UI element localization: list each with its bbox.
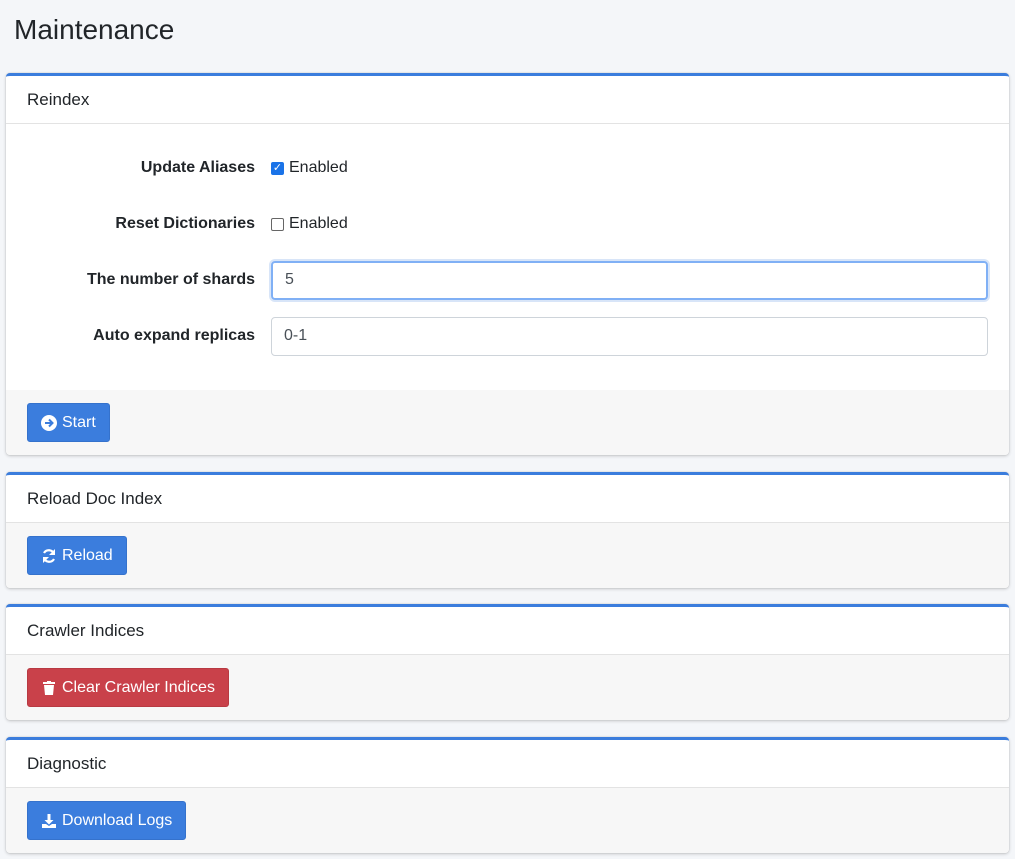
- shards-label: The number of shards: [86, 271, 255, 288]
- download-icon: [42, 813, 56, 828]
- reindex-card: Reindex Update Aliases ✓ Enabled Reset Di…: [6, 73, 1009, 455]
- card-title: Diagnostic: [6, 740, 1009, 788]
- update-aliases-label: Update Aliases: [140, 159, 255, 176]
- update-aliases-checkbox[interactable]: ✓ Enabled: [271, 159, 348, 177]
- card-title: Crawler Indices: [6, 607, 1009, 655]
- checkbox-label: Enabled: [289, 215, 348, 232]
- reset-dictionaries-checkbox[interactable]: Enabled: [271, 215, 348, 233]
- reset-dictionaries-label: Reset Dictionaries: [115, 215, 255, 232]
- button-label: Reload: [62, 546, 113, 564]
- arrow-circle-right-icon: [41, 414, 57, 431]
- card-title: Reindex: [6, 76, 1009, 124]
- button-label: Download Logs: [62, 811, 173, 829]
- page-title: Maintenance: [14, 14, 175, 45]
- sync-icon: [42, 548, 56, 563]
- clear-crawler-indices-button[interactable]: Clear Crawler Indices: [27, 668, 229, 707]
- download-logs-button[interactable]: Download Logs: [27, 801, 187, 840]
- checkbox-checked-icon: ✓: [271, 161, 284, 175]
- start-button[interactable]: Start: [27, 403, 110, 442]
- replicas-label: Auto expand replicas: [93, 327, 255, 344]
- replicas-input[interactable]: 0-1: [271, 316, 988, 356]
- reload-card: Reload Doc Index Reload: [6, 472, 1009, 588]
- button-label: Start: [62, 413, 96, 431]
- shards-input[interactable]: 5: [271, 260, 988, 300]
- diagnostic-card: Diagnostic Download Logs: [6, 737, 1009, 853]
- card-title: Reload Doc Index: [6, 475, 1009, 523]
- trash-icon: [43, 680, 55, 695]
- checkbox-unchecked-icon: [271, 217, 284, 231]
- checkbox-label: Enabled: [289, 159, 348, 176]
- crawler-card: Crawler Indices Clear Crawler Indices: [6, 604, 1009, 720]
- button-label: Clear Crawler Indices: [62, 678, 215, 696]
- reload-button[interactable]: Reload: [27, 536, 127, 575]
